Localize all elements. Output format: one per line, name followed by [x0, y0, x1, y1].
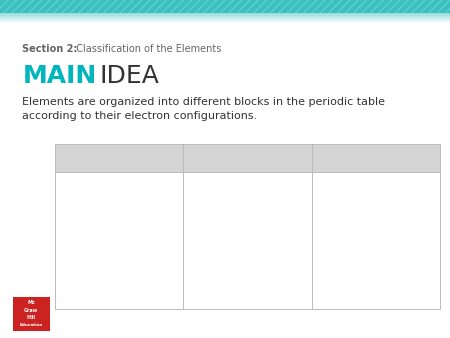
Text: Section 2:: Section 2:	[22, 44, 78, 54]
Bar	[0, 0, 450, 13]
Text: Classification of the Elements: Classification of the Elements	[70, 44, 221, 54]
Bar	[0, 13, 450, 14]
Bar	[0, 18, 450, 19]
Text: Hill: Hill	[27, 315, 36, 320]
Text: K: K	[115, 150, 123, 160]
Text: Mc: Mc	[27, 300, 35, 305]
Text: Education: Education	[19, 323, 43, 327]
Bar	[13, 297, 50, 331]
Bar	[0, 17, 450, 18]
Text: MAIN: MAIN	[22, 64, 97, 88]
Bar	[0, 15, 450, 16]
Text: What I Know: What I Know	[97, 161, 141, 167]
Bar	[0, 14, 450, 15]
Text: What I Learned: What I Learned	[349, 161, 403, 167]
Bar	[0, 16, 450, 17]
Text: W: W	[242, 150, 253, 160]
Bar	[55, 172, 440, 309]
Text: L: L	[373, 150, 379, 160]
Text: Graw: Graw	[24, 308, 38, 313]
Text: What I Want to Find Out: What I Want to Find Out	[205, 161, 290, 167]
Bar	[0, 14, 450, 15]
Text: IDEA: IDEA	[100, 64, 160, 88]
Bar	[0, 22, 450, 23]
Bar	[0, 20, 450, 21]
Text: according to their electron configurations.: according to their electron configuratio…	[22, 111, 258, 121]
Bar	[0, 0, 450, 13]
Bar	[0, 21, 450, 22]
Text: Elements are organized into different blocks in the periodic table: Elements are organized into different bl…	[22, 97, 386, 107]
Bar	[0, 19, 450, 20]
Bar	[55, 144, 440, 172]
